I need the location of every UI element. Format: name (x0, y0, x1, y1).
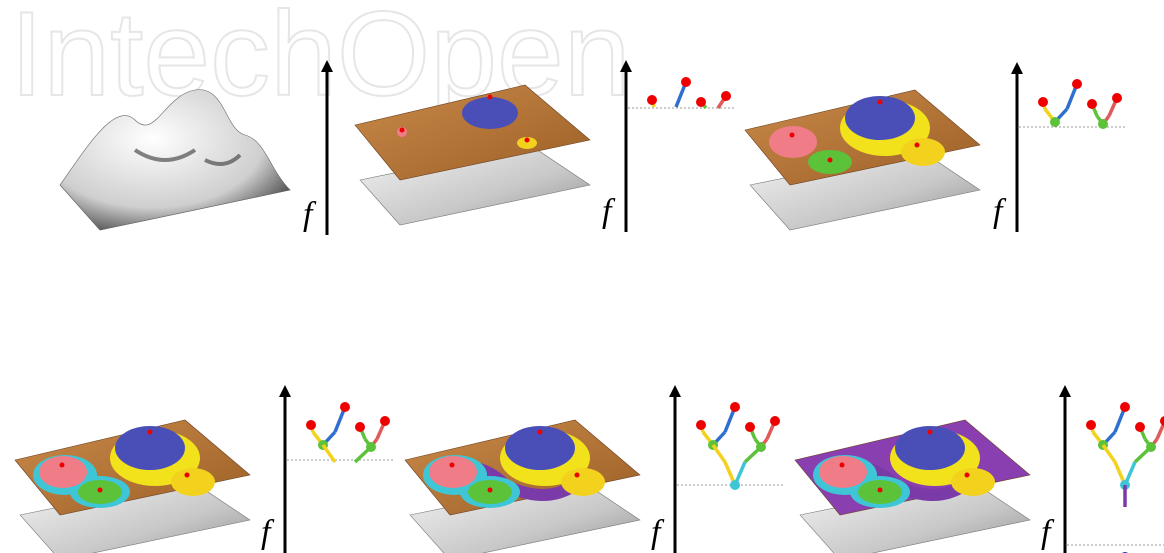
blue-region (115, 426, 185, 470)
pink-region (819, 456, 867, 488)
f-axis-arrow (1011, 62, 1023, 74)
tree-node (1038, 97, 1048, 107)
maximum (839, 462, 845, 468)
maximum (399, 127, 405, 133)
maximum (147, 429, 153, 435)
blue-region (895, 426, 965, 470)
yellow-region (951, 468, 995, 496)
axis-label: f (602, 193, 616, 230)
f-axis-arrow (669, 385, 681, 397)
tree-node (647, 95, 657, 105)
blue-region (505, 426, 575, 470)
tree-edge (353, 445, 373, 464)
tree-node (1160, 416, 1164, 426)
maximum (524, 137, 530, 143)
tree-node (1072, 79, 1082, 89)
maximum (927, 429, 933, 435)
maximum (789, 132, 795, 138)
pink-region (429, 456, 477, 488)
panels: f f f f f f (14, 60, 1164, 553)
tree-node (745, 422, 755, 432)
maximum (964, 472, 970, 478)
maximum (59, 462, 65, 468)
axis-label: f (993, 193, 1007, 230)
tree-edge (1133, 445, 1153, 464)
pink-region (769, 126, 817, 158)
blue-region (462, 97, 518, 129)
blue-region (845, 96, 915, 140)
f-axis-arrow (1059, 385, 1071, 397)
maximum (449, 462, 455, 468)
tree-node (1120, 402, 1130, 412)
tree-edge (321, 443, 337, 464)
maximum (537, 429, 543, 435)
tree-node (340, 402, 350, 412)
terrain-shade (133, 148, 242, 166)
maximum (877, 487, 883, 493)
yellow-region (901, 138, 945, 166)
tree-node (1050, 117, 1060, 127)
tree-node (681, 77, 691, 87)
tree-node (730, 402, 740, 412)
maximum (827, 157, 833, 163)
maximum (184, 472, 190, 478)
tree-edge (743, 445, 763, 464)
maximum (487, 487, 493, 493)
tree-node (696, 97, 706, 107)
tree-node (380, 416, 390, 426)
tree-node (1112, 93, 1122, 103)
tree-edge (711, 443, 727, 464)
axis-label: f (261, 514, 275, 551)
panel: f (404, 385, 785, 553)
tree-node (1087, 99, 1097, 109)
maximum (97, 487, 103, 493)
f-axis-arrow (620, 60, 632, 72)
maximum (487, 94, 493, 100)
tree-node (770, 416, 780, 426)
f-axis-arrow (321, 60, 333, 72)
tree-node (1086, 420, 1096, 430)
yellow-region (171, 468, 215, 496)
tree-node (696, 420, 706, 430)
level-plane (354, 84, 591, 181)
panel: f (744, 62, 1127, 232)
tree-edge (1101, 443, 1117, 464)
tree-node (306, 420, 316, 430)
maximum (914, 142, 920, 148)
maximum (574, 472, 580, 478)
tree-node (721, 91, 731, 101)
axis-label: f (1041, 514, 1055, 551)
maximum (877, 99, 883, 105)
tree-node (1098, 119, 1108, 129)
panel: f (794, 385, 1164, 553)
panel: f (354, 60, 736, 232)
axis-label: f (651, 514, 665, 551)
pink-region (39, 456, 87, 488)
axis-label: f (303, 196, 317, 233)
tree-node (355, 422, 365, 432)
f-axis-arrow (279, 385, 291, 397)
tree-node (1135, 422, 1145, 432)
yellow-region (561, 468, 605, 496)
tree-node (730, 480, 740, 490)
panel: f (14, 385, 395, 553)
yellow-region (517, 137, 537, 149)
